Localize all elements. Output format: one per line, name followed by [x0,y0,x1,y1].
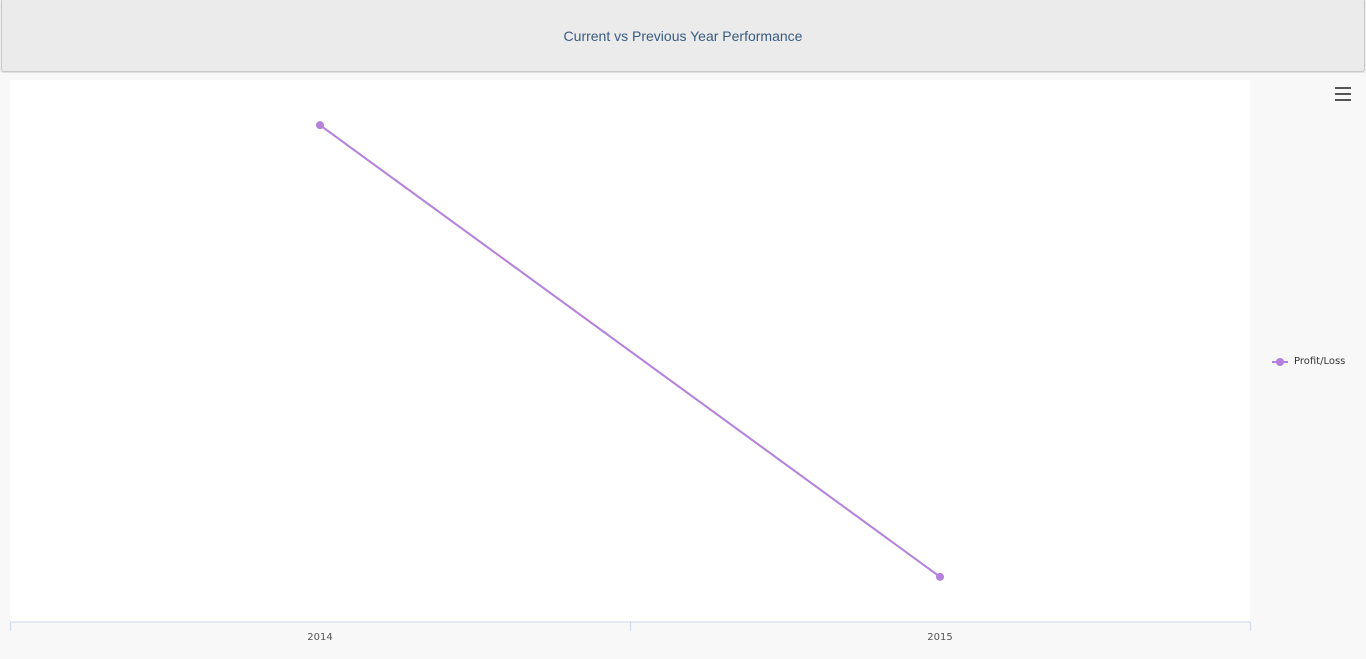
legend-item-profit-loss[interactable]: Profit/Loss [1272,356,1345,367]
hamburger-menu-icon[interactable] [1332,85,1354,103]
legend-label: Profit/Loss [1294,356,1346,367]
panel-title: Current vs Previous Year Performance [563,27,803,44]
data-point-2015 [936,572,944,581]
x-tick-label-2014: 2014 [307,632,332,643]
x-tick-label-2015: 2015 [927,632,952,643]
series-line-0 [319,124,941,578]
data-point-2014 [316,121,324,130]
panel-header: Current vs Previous Year Performance [1,0,1365,72]
legend-symbol [1272,357,1288,367]
chart-area: 2014 2015 Profit/Loss [0,73,1366,659]
line-chart: 2014 2015 [10,80,1251,643]
